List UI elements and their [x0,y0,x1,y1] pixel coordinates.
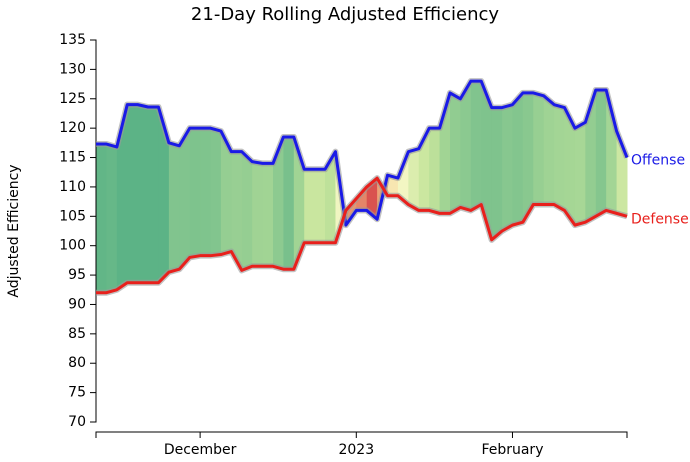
band [231,151,243,271]
band [574,122,586,226]
band [252,161,264,267]
band [304,169,316,243]
band [450,92,461,214]
band [554,104,566,211]
band [481,81,493,240]
series-line [96,176,628,295]
band [491,107,503,240]
band [262,163,274,267]
band [220,131,232,255]
band [179,128,191,270]
series-line [96,79,629,227]
band [273,136,284,270]
y-tick-label: 75 [68,385,86,401]
band [460,81,472,211]
y-tick-label: 110 [59,179,86,195]
y-tick-label: 105 [59,208,86,224]
y-tick-label: 80 [68,355,86,371]
y-tick-label: 115 [59,150,86,166]
y-tick-label: 85 [68,326,86,342]
chart-title: 21-Day Rolling Adjusted Efficiency [191,4,499,25]
band [325,151,336,243]
x-tick-label: December [164,442,237,458]
band [210,128,222,256]
band [96,144,107,293]
y-tick-label: 100 [59,238,86,254]
bands [96,81,628,293]
series-label: Defense [631,211,689,227]
band [522,92,534,223]
band [314,169,326,243]
band [189,128,201,258]
band [148,106,159,283]
y-tick-label: 120 [59,120,86,136]
y-axis-label: Adjusted Efficiency [6,164,22,297]
band [127,104,139,283]
band [512,92,524,226]
y-tick-label: 90 [68,296,86,312]
band [408,148,420,211]
band [116,104,128,290]
y-tick-label: 130 [59,61,86,77]
band [470,81,482,211]
band [241,151,253,271]
y-tick-label: 135 [59,32,86,48]
y-tick-label: 70 [68,414,86,430]
x-tick-label: February [481,442,543,458]
y-tick-label: 125 [59,91,86,107]
y-axis [90,39,97,423]
band [200,128,212,256]
band [595,89,607,217]
x-tick-label: 2023 [338,442,374,458]
band [564,107,576,226]
series-label: Offense [631,153,685,169]
band [502,104,513,231]
band [533,92,545,205]
x-axis [95,431,628,438]
band [543,95,555,205]
y-tick-label: 95 [68,267,86,283]
band [106,144,118,293]
band [168,142,180,273]
band [137,104,149,283]
band [158,106,170,283]
band [429,128,441,214]
band [283,136,295,270]
